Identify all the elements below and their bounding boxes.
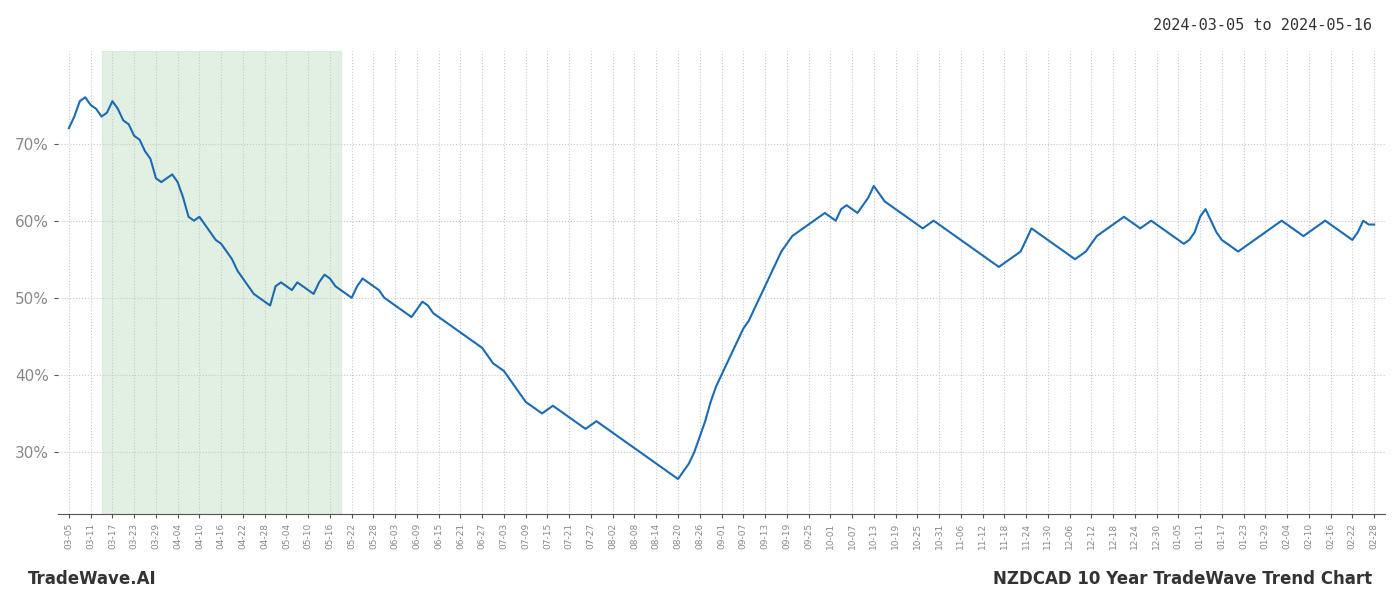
Text: TradeWave.AI: TradeWave.AI: [28, 570, 157, 588]
Bar: [102, 51, 340, 514]
Text: NZDCAD 10 Year TradeWave Trend Chart: NZDCAD 10 Year TradeWave Trend Chart: [993, 570, 1372, 588]
Text: 2024-03-05 to 2024-05-16: 2024-03-05 to 2024-05-16: [1154, 18, 1372, 33]
